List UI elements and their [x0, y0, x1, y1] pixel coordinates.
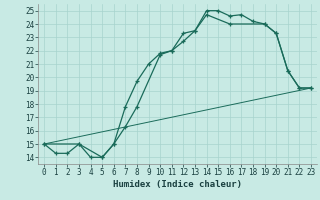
- X-axis label: Humidex (Indice chaleur): Humidex (Indice chaleur): [113, 180, 242, 189]
